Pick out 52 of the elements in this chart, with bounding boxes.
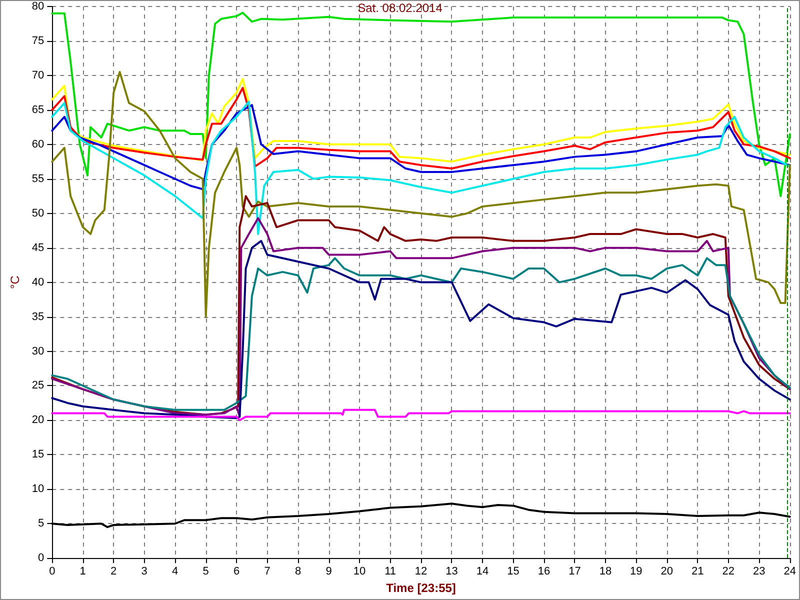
y-tick-label: 50 bbox=[32, 207, 44, 220]
line-series bbox=[51, 408, 791, 422]
x-tick-label: 23 bbox=[753, 566, 766, 578]
x-tick-label: 15 bbox=[507, 566, 520, 578]
x-tick-label: 7 bbox=[264, 566, 270, 578]
x-tick-label: 1 bbox=[80, 566, 86, 578]
line-series bbox=[51, 86, 791, 170]
line-series bbox=[51, 71, 791, 318]
x-tick-label: 21 bbox=[692, 566, 704, 578]
line-series bbox=[51, 12, 791, 198]
y-tick-label: 60 bbox=[32, 138, 44, 150]
y-tick-label: 45 bbox=[32, 242, 44, 254]
x-tick-label: 10 bbox=[353, 566, 366, 578]
y-tick-label: 40 bbox=[32, 276, 44, 288]
y-tick-label: 80 bbox=[32, 0, 44, 12]
x-tick-label: 19 bbox=[630, 566, 642, 578]
x-axis-title: Time [23:55] bbox=[386, 581, 456, 595]
y-tick-label: 0 bbox=[38, 552, 44, 564]
x-tick-label: 20 bbox=[660, 566, 674, 578]
y-tick-label: 65 bbox=[32, 104, 44, 116]
y-tick-label: 5 bbox=[38, 518, 44, 530]
x-tick-label: 0 bbox=[49, 566, 56, 578]
chart-title: Sat. 08.02.2014 bbox=[358, 1, 443, 15]
line-series bbox=[51, 104, 791, 190]
x-tick-label: 3 bbox=[141, 566, 148, 578]
y-tick-label: 70 bbox=[32, 69, 44, 82]
y-tick-label: 75 bbox=[32, 34, 44, 47]
y-tick-label: 30 bbox=[32, 345, 44, 358]
x-tick-label: 22 bbox=[722, 566, 735, 578]
x-tick-label: 24 bbox=[784, 566, 796, 578]
x-tick-label: 2 bbox=[110, 566, 117, 578]
x-tick-label: 6 bbox=[234, 566, 240, 578]
x-tick-label: 16 bbox=[538, 566, 550, 578]
y-tick-label: 15 bbox=[32, 448, 44, 461]
y-axis-title: °C bbox=[8, 275, 22, 290]
x-tick-label: 11 bbox=[384, 566, 396, 578]
x-tick-label: 13 bbox=[446, 566, 458, 578]
y-tick-label: 20 bbox=[32, 414, 44, 426]
x-tick-label: 12 bbox=[414, 566, 428, 578]
x-tick-label: 4 bbox=[172, 566, 178, 578]
x-tick-label: 5 bbox=[202, 566, 209, 578]
line-series bbox=[51, 78, 791, 163]
x-tick-label: 9 bbox=[326, 566, 332, 578]
y-tick-label: 35 bbox=[32, 310, 44, 323]
y-tick-label: 25 bbox=[32, 380, 44, 392]
x-tick-label: 8 bbox=[294, 566, 302, 578]
x-tick-label: 18 bbox=[599, 566, 612, 578]
y-tick-label: 55 bbox=[32, 172, 44, 185]
x-tick-label: 14 bbox=[476, 566, 489, 578]
y-tick-label: 10 bbox=[32, 483, 44, 496]
line-series bbox=[51, 100, 791, 236]
x-tick-label: 17 bbox=[568, 566, 581, 578]
